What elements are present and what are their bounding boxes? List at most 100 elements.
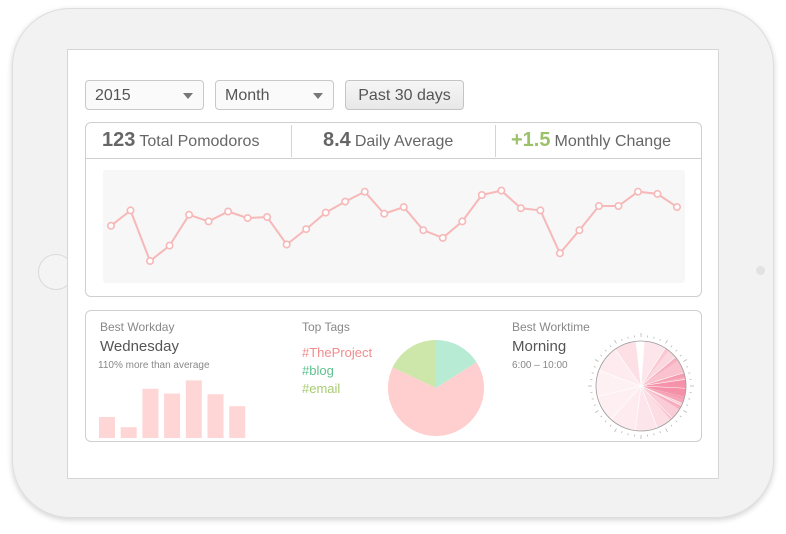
workday-bar (185, 380, 202, 438)
line-point (243, 214, 252, 223)
clock-outline (595, 340, 687, 432)
clock-tick (659, 431, 661, 434)
workday-bar-chart (99, 380, 246, 438)
line-series (110, 189, 678, 263)
clock-tick (670, 345, 673, 348)
clock-tick (675, 349, 678, 352)
clock-tick (653, 336, 655, 339)
stat-daily: 8.4 Daily Average (323, 123, 453, 159)
insights-panel: Best Workday Wednesday 110% more than av… (85, 310, 702, 442)
clock-tick (600, 354, 603, 357)
line-point (321, 208, 330, 217)
period-select[interactable]: Month (215, 80, 334, 110)
chevron-down-icon (183, 93, 193, 99)
line-point (575, 226, 584, 235)
clock-tick (609, 424, 612, 427)
line-point (360, 187, 369, 196)
line-point (399, 203, 408, 212)
clock-tick (683, 359, 688, 362)
workday-value: Wednesday (100, 338, 179, 355)
year-select[interactable]: 2015 (85, 80, 204, 110)
clock-tick (621, 338, 623, 341)
stat-total-value: 123 (102, 129, 136, 151)
stat-divider (495, 125, 496, 157)
line-point (653, 189, 662, 198)
line-chart-background (103, 170, 685, 283)
stat-monthly-value: +1.5 (511, 129, 551, 151)
stat-total: 123 Total Pomodoros (102, 123, 259, 159)
clock-tick (594, 359, 599, 362)
stats-row: 123 Total Pomodoros 8.4 Daily Average +1.5… (86, 123, 701, 159)
year-select-value: 2015 (95, 87, 131, 104)
line-point (516, 204, 525, 213)
pie-slice (436, 340, 477, 388)
clock-tick (688, 372, 691, 374)
line-point (146, 257, 155, 266)
stat-monthly-label: Monthly Change (554, 133, 671, 150)
tag-item-theproject[interactable]: #TheProject (302, 345, 373, 360)
clock-tick (593, 404, 596, 406)
line-point (282, 240, 291, 249)
workday-bar (120, 427, 137, 438)
clock-tick (614, 339, 617, 344)
line-point (419, 226, 428, 235)
line-point (185, 210, 194, 219)
summary-panel: 123 Total Pomodoros 8.4 Daily Average +1.5… (85, 122, 702, 297)
pie-slice (392, 340, 436, 388)
workday-bar (99, 417, 115, 438)
workday-bar (142, 388, 159, 438)
clock-radial-icon (588, 333, 694, 439)
worktime-note: 6:00 – 10:00 (512, 360, 568, 371)
line-point (126, 206, 135, 215)
clock-tick (675, 420, 678, 423)
clock-tick (665, 339, 668, 344)
workday-label: Best Workday (100, 320, 175, 334)
clock-tick (594, 410, 599, 413)
line-point (380, 209, 389, 218)
tags-pie-chart (388, 340, 485, 436)
tag-item-blog[interactable]: #blog (302, 363, 334, 378)
clock-tick (679, 415, 682, 418)
clock-tick (627, 433, 629, 436)
line-point (165, 241, 174, 250)
chevron-down-icon (313, 93, 323, 99)
clock-tick (591, 372, 594, 374)
worktime-value: Morning (512, 338, 567, 355)
clock-tick (659, 338, 661, 341)
tags-label: Top Tags (302, 320, 350, 334)
line-point (107, 221, 116, 230)
line-point (458, 217, 467, 226)
clock-tick (653, 433, 655, 436)
line-point (614, 201, 623, 210)
line-point (672, 203, 681, 212)
line-point (263, 212, 272, 221)
clock-tick (591, 398, 594, 400)
tag-item-email[interactable]: #email (302, 381, 341, 396)
stat-daily-value: 8.4 (323, 129, 351, 151)
line-point (302, 225, 311, 234)
line-point (204, 217, 213, 226)
line-point (594, 201, 603, 210)
period-select-value: Month (225, 87, 270, 104)
line-point (224, 207, 233, 216)
clock-tick (665, 428, 668, 433)
workday-note: 110% more than average (98, 360, 210, 371)
workday-bar (229, 406, 246, 438)
line-point (341, 197, 350, 206)
clock-tick (686, 404, 689, 406)
stat-daily-label: Daily Average (354, 133, 454, 150)
clock-tick (688, 398, 691, 400)
worktime-label: Best Worktime (512, 320, 590, 334)
clock-tick (627, 336, 629, 339)
clock-tick (686, 366, 689, 368)
camera-dot (756, 266, 765, 275)
clock-tick (604, 349, 607, 352)
clock-tick (600, 415, 603, 418)
stat-monthly: +1.5 Monthly Change (511, 123, 671, 159)
range-button[interactable]: Past 30 days (345, 80, 464, 110)
clock-tick (670, 424, 673, 427)
stat-divider (291, 125, 292, 157)
clock-tick (679, 354, 682, 357)
line-point (438, 233, 447, 242)
line-point (536, 206, 545, 215)
